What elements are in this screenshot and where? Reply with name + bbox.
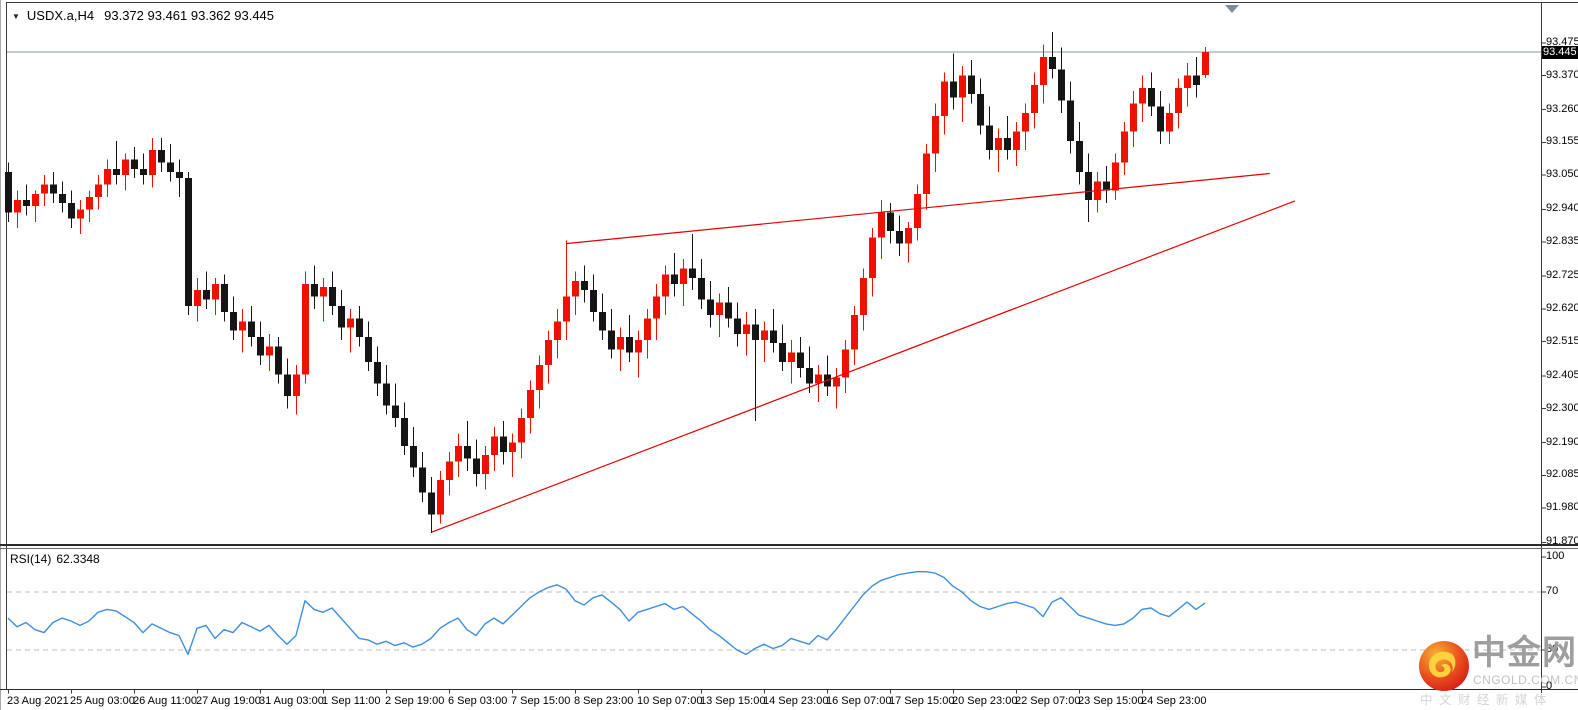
trendline-lower[interactable] [431, 200, 1296, 533]
chart-shift-marker-icon[interactable] [1225, 5, 1239, 13]
ohlc-readout: 93.372 93.461 93.362 93.445 [104, 8, 275, 23]
rsi-name: RSI(14) [10, 552, 52, 566]
symbol-timeframe-label: USDX.a,H4 [26, 8, 95, 23]
rsi-value: 62.3348 [56, 552, 100, 566]
rsi-line [7, 571, 1206, 656]
rsi-pane[interactable] [7, 550, 1541, 689]
axis-ticks [8, 42, 1546, 694]
price-pane[interactable] [7, 3, 1541, 546]
rsi-indicator-label: RSI(14) 62.3348 [10, 552, 100, 566]
trendline-upper[interactable] [565, 172, 1270, 245]
chart-header: ▼ USDX.a,H4 93.372 93.461 93.362 93.445 [12, 8, 274, 23]
symbol-dropdown-icon[interactable]: ▼ [12, 12, 20, 21]
current-price-tag: 93.445 [1542, 45, 1578, 59]
candlestick-series [5, 31, 1209, 533]
